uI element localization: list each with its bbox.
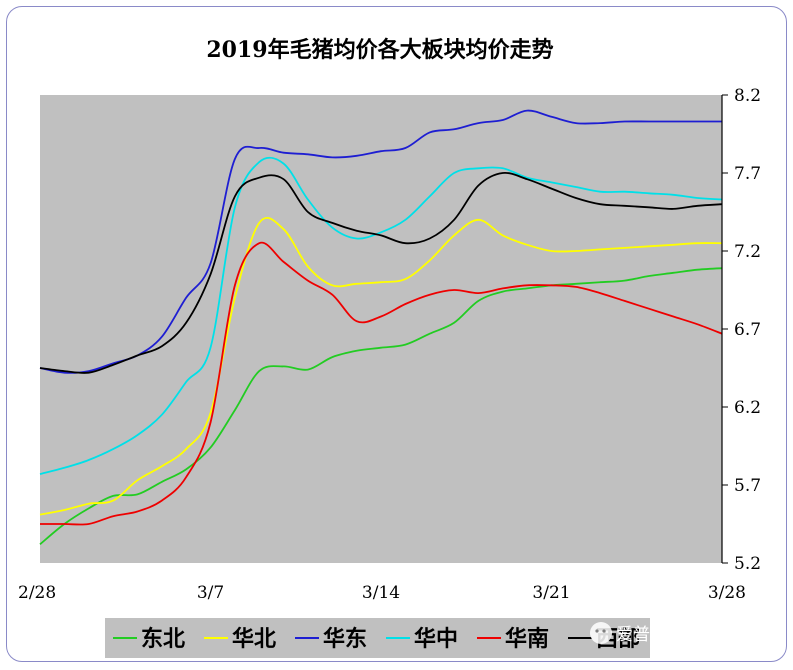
x-tick-label: 3/21 [532,583,570,603]
x-tick-label: 3/7 [197,583,224,603]
legend-label-3: 华中 [414,626,458,652]
wechat-icon-eye-right [602,629,606,633]
y-tick-label: 6.7 [734,320,761,340]
plot-area [40,95,722,563]
x-tick-label: 2/28 [18,583,56,603]
x-ticks: 2/28 3/7 3/14 3/21 3/28 [18,583,746,603]
legend-box [105,618,650,658]
series-line-4 [40,241,723,526]
y-tick-label: 6.2 [734,398,761,418]
legend-label-0: 东北 [141,626,185,652]
y-tick-label: 5.2 [734,554,761,574]
y-tick-label: 5.7 [734,476,761,496]
y-tick-label: 7.7 [734,164,761,184]
x-tick-label: 3/28 [708,583,746,603]
chart-title: 2019年毛猪均价各大板块均价走势 [206,37,553,63]
watermark: 爱普罗斯每日资讯 [590,622,752,645]
series-line-1 [39,217,723,516]
legend-label-4: 华南 [505,626,549,652]
legend-label-2: 华东 [323,626,367,652]
series-lines [39,109,723,545]
y-ticks: 8.2 7.7 7.2 6.7 6.2 5.7 5.2 [722,86,761,574]
series-line-3 [39,156,723,475]
y-tick-label: 8.2 [734,86,761,106]
x-tick-label: 3/14 [362,583,400,603]
legend-label-1: 华北 [232,626,276,652]
wechat-icon [590,622,612,644]
series-line-0 [39,267,723,545]
series-line-2 [39,109,722,374]
y-tick-label: 7.2 [734,242,761,262]
series-line-5 [39,171,723,374]
watermark-text: 爱普罗斯每日资讯 [616,625,752,645]
wechat-icon-eye-left [595,629,599,633]
